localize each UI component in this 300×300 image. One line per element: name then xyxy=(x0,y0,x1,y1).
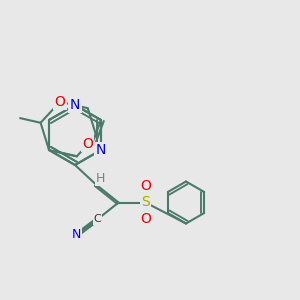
Text: H: H xyxy=(96,172,105,185)
Text: N: N xyxy=(96,143,106,157)
Text: N: N xyxy=(70,98,80,112)
Text: C: C xyxy=(94,214,101,224)
Text: O: O xyxy=(140,212,151,226)
Text: N: N xyxy=(72,227,81,241)
Text: O: O xyxy=(82,137,93,151)
Text: O: O xyxy=(140,179,151,193)
Text: O: O xyxy=(55,95,65,109)
Text: S: S xyxy=(141,196,150,209)
